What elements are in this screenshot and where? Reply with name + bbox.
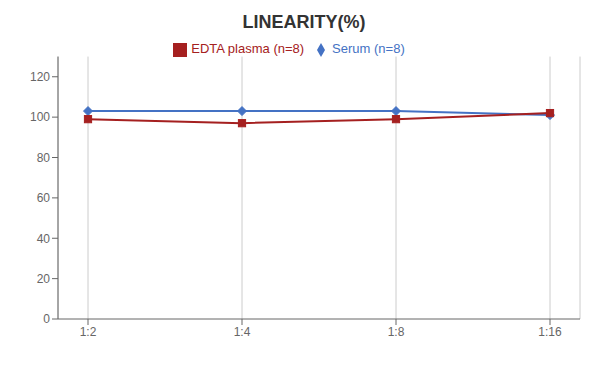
svg-text:1:16: 1:16: [538, 325, 562, 339]
svg-text:100: 100: [30, 110, 50, 124]
html-text:LINEARITY(%): LINEARITY(%): [242, 12, 366, 32]
svg-text:120: 120: [30, 70, 50, 84]
svg-text:1:4: 1:4: [234, 325, 251, 339]
svg-text:20: 20: [37, 272, 51, 286]
svg-text:1:8: 1:8: [388, 325, 405, 339]
svg-text:1:2: 1:2: [80, 325, 97, 339]
svg-text:40: 40: [37, 232, 51, 246]
svg-text:80: 80: [37, 151, 51, 165]
html-text:Serum (n=8): Serum (n=8): [332, 41, 405, 56]
svg-text:60: 60: [37, 191, 51, 205]
svg-text:0: 0: [43, 312, 50, 326]
html-text:EDTA plasma (n=8): EDTA plasma (n=8): [191, 41, 305, 56]
